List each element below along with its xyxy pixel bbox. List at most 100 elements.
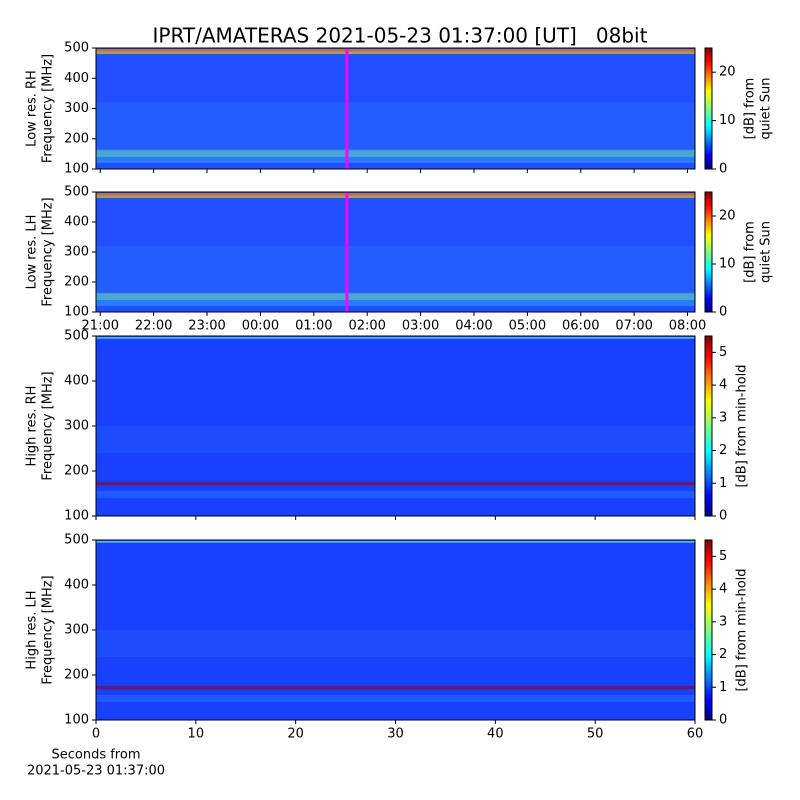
- y-tick-label: 100: [64, 162, 89, 177]
- x-tick-label: 04:00: [455, 319, 492, 334]
- spectrogram-texture: [96, 540, 695, 720]
- colorbar-tick-label: 5: [719, 549, 727, 564]
- colorbar: [704, 191, 713, 313]
- y-tick-label: 200: [64, 464, 89, 479]
- colorbar-tick-label: 0: [719, 713, 727, 728]
- y-tick-label: 200: [64, 131, 89, 146]
- spectrogram-texture: [96, 336, 695, 516]
- y-tick-label: 500: [64, 185, 89, 200]
- y-axis-label: Frequency [MHz]: [41, 575, 56, 684]
- colorbar-tick-label: 3: [719, 410, 727, 425]
- spectrogram-texture: [96, 102, 695, 151]
- y-axis-label: Frequency [MHz]: [41, 54, 56, 163]
- x-tick-label: 21:00: [82, 319, 119, 334]
- colorbar-label: quiet Sun: [759, 77, 774, 139]
- colorbar-tick-label: 20: [719, 209, 736, 224]
- y-axis-label: High res. LH: [25, 590, 40, 669]
- x-tick-label: 05:00: [509, 319, 546, 334]
- spectrogram-texture: [96, 292, 695, 300]
- colorbar: [704, 47, 713, 170]
- colorbar-tick-label: 0: [719, 162, 727, 177]
- colorbar-label: quiet Sun: [759, 221, 774, 283]
- spectrogram-texture: [96, 426, 695, 453]
- x-axis-label: Seconds from: [51, 748, 140, 763]
- y-tick-label: 200: [64, 275, 89, 290]
- y-tick-label: 300: [64, 101, 89, 116]
- y-tick-label: 400: [64, 71, 89, 86]
- x-tick-label: 08:00: [669, 319, 706, 334]
- spectrogram-texture: [96, 193, 695, 196]
- colorbar-tick-label: 0: [719, 305, 727, 320]
- colorbar-tick-label: 3: [719, 614, 727, 629]
- spectrogram-texture: [96, 685, 695, 690]
- y-tick-label: 300: [64, 419, 89, 434]
- spectrogram-texture: [96, 630, 695, 657]
- spectrogram-texture: [96, 150, 695, 163]
- x-tick-label: 20: [287, 727, 304, 742]
- spectrogram-texture: [96, 540, 695, 543]
- y-axis-label: Frequency [MHz]: [41, 371, 56, 480]
- y-tick-label: 200: [64, 668, 89, 683]
- spectrogram-texture: [96, 694, 695, 702]
- x-axis-label: 2021-05-23 01:37:00: [27, 764, 165, 779]
- y-tick-label: 100: [64, 713, 89, 728]
- spectrogram-texture: [96, 49, 695, 52]
- figure-title: IPRT/AMATERAS 2021-05-23 01:37:00 [UT] 0…: [153, 24, 648, 48]
- colorbar-tick-label: 5: [719, 345, 727, 360]
- colorbar-tick-label: 1: [719, 680, 727, 695]
- x-tick-label: 60: [687, 727, 704, 742]
- spectrogram-texture: [96, 490, 695, 498]
- colorbar: [704, 539, 713, 721]
- colorbar-label: [dB] from min-hold: [735, 364, 750, 487]
- spectrogram-texture: [96, 294, 695, 306]
- x-tick-label: 40: [487, 727, 504, 742]
- colorbar-tick-label: 4: [719, 582, 727, 597]
- x-tick-label: 0: [92, 727, 100, 742]
- x-tick-label: 02:00: [348, 319, 385, 334]
- colorbar-tick-label: 10: [719, 257, 736, 272]
- y-tick-label: 400: [64, 374, 89, 389]
- y-tick-label: 400: [64, 215, 89, 230]
- y-tick-label: 100: [64, 509, 89, 524]
- x-tick-label: 22:00: [135, 319, 172, 334]
- y-tick-label: 300: [64, 623, 89, 638]
- spectrogram-texture: [96, 49, 695, 55]
- x-tick-label: 00:00: [242, 319, 279, 334]
- spectrogram-texture: [96, 193, 695, 198]
- spectrogram-texture: [96, 336, 695, 339]
- colorbar-tick-label: 2: [719, 647, 727, 662]
- x-tick-label: 23:00: [188, 319, 225, 334]
- x-tick-label: 06:00: [562, 319, 599, 334]
- x-tick-label: 10: [188, 727, 205, 742]
- colorbar-label: [dB] from: [743, 78, 758, 140]
- colorbar-tick-label: 1: [719, 476, 727, 491]
- colorbar-tick-label: 4: [719, 378, 727, 393]
- y-tick-label: 400: [64, 578, 89, 593]
- y-tick-label: 300: [64, 245, 89, 260]
- spectrogram-texture: [96, 481, 695, 486]
- y-axis-label: Low res. LH: [25, 215, 40, 290]
- y-axis-label: Low res. RH: [25, 70, 40, 147]
- y-axis-label: High res. RH: [25, 386, 40, 467]
- x-tick-label: 30: [387, 727, 404, 742]
- y-tick-label: 100: [64, 305, 89, 320]
- colorbar-tick-label: 2: [719, 443, 727, 458]
- colorbar: [704, 335, 713, 517]
- spectrogram-texture: [96, 246, 695, 294]
- panel: 100 200 300 400 500 High res. RH Frequency [MH…: [25, 329, 750, 524]
- colorbar-tick-label: 0: [719, 509, 727, 524]
- y-tick-label: 500: [64, 329, 89, 344]
- colorbar-tick-label: 10: [719, 113, 736, 128]
- x-tick-label: 07:00: [615, 319, 652, 334]
- y-tick-label: 500: [64, 533, 89, 548]
- colorbar-label: [dB] from min-hold: [735, 568, 750, 691]
- spectrogram-texture: [96, 149, 695, 157]
- y-axis-label: Frequency [MHz]: [41, 197, 56, 306]
- colorbar-label: [dB] from: [743, 221, 758, 283]
- colorbar-tick-label: 20: [719, 65, 736, 80]
- x-tick-label: 50: [587, 727, 604, 742]
